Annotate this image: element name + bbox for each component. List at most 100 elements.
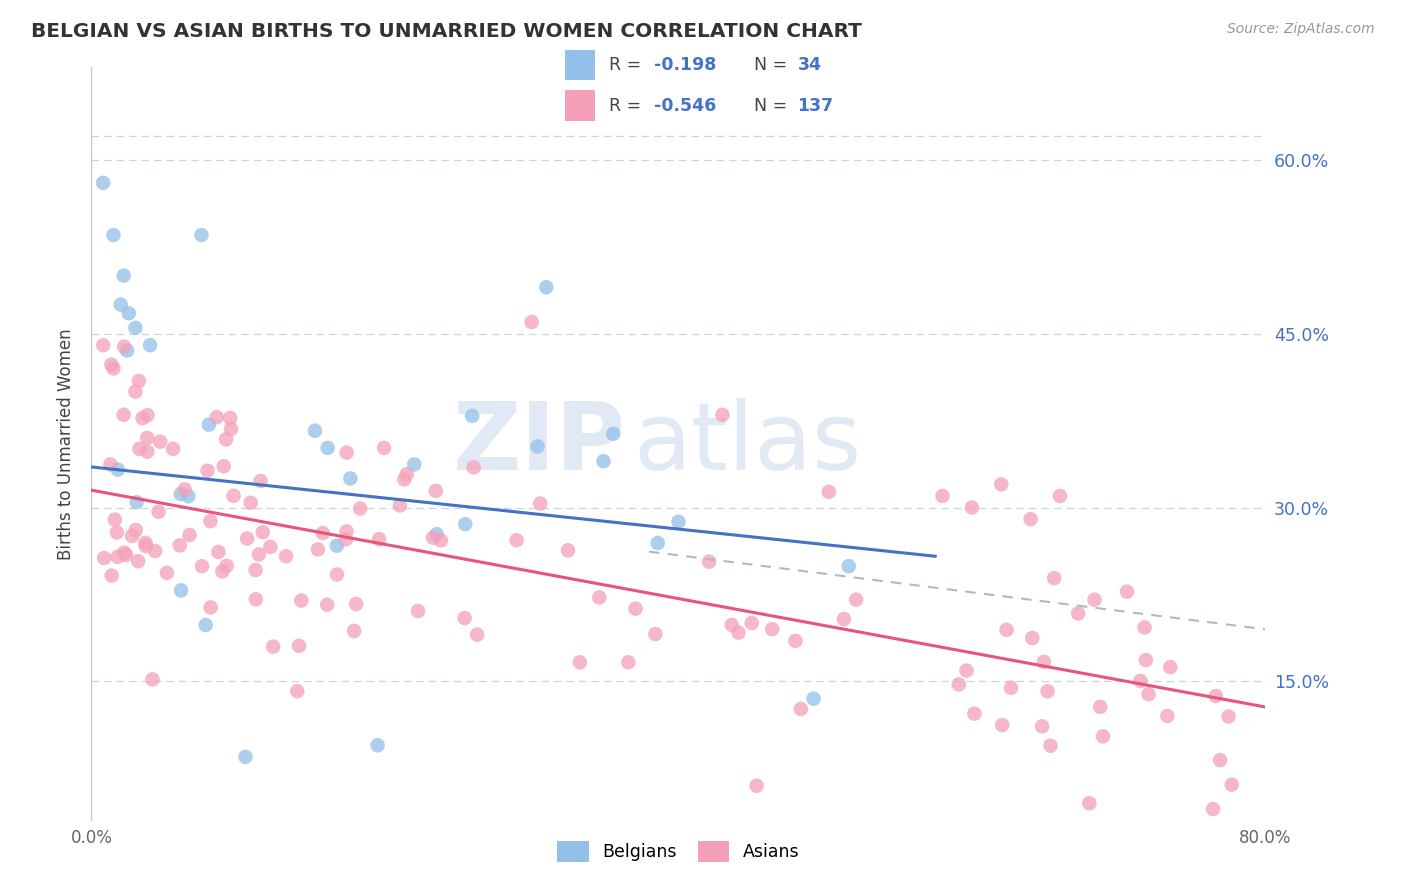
Point [745, 779, 768, 793]
Point [388, 499, 411, 513]
Point [990, 477, 1012, 491]
Point [1039, 739, 1062, 753]
Point [177, 489, 200, 503]
Point [343, 624, 366, 638]
Point [103, 361, 125, 376]
Point [156, 566, 179, 580]
Point [845, 592, 868, 607]
Point [127, 554, 149, 568]
Point [128, 442, 150, 456]
Point [349, 501, 371, 516]
Point [103, 228, 125, 243]
Point [141, 673, 163, 687]
Text: R =: R = [609, 56, 647, 74]
Point [262, 640, 284, 654]
Point [1209, 753, 1232, 767]
Point [588, 591, 610, 605]
Point [463, 460, 485, 475]
Point [395, 467, 418, 482]
Point [404, 458, 426, 472]
Point [785, 633, 807, 648]
Point [931, 489, 953, 503]
Point [529, 497, 551, 511]
Point [955, 664, 977, 678]
Point [465, 627, 488, 641]
Point [136, 444, 159, 458]
Point [568, 656, 591, 670]
Point [1133, 620, 1156, 634]
Text: BELGIAN VS ASIAN BIRTHS TO UNMARRIED WOMEN CORRELATION CHART: BELGIAN VS ASIAN BIRTHS TO UNMARRIED WOM… [31, 22, 862, 41]
Point [197, 417, 219, 432]
Point [617, 655, 640, 669]
Point [115, 548, 138, 562]
Point [121, 529, 143, 543]
Point [104, 512, 127, 526]
Point [1021, 631, 1043, 645]
Point [1000, 681, 1022, 695]
Point [316, 598, 339, 612]
Point [148, 505, 170, 519]
Point [115, 343, 138, 358]
Point [368, 532, 391, 546]
Point [288, 639, 311, 653]
Point [197, 464, 219, 478]
Point [179, 528, 201, 542]
Point [162, 442, 184, 456]
Point [245, 563, 267, 577]
Point [373, 441, 395, 455]
Point [139, 338, 162, 352]
Point [143, 544, 166, 558]
Point [124, 321, 146, 335]
Point [526, 439, 548, 453]
Point [252, 525, 274, 540]
Point [239, 496, 262, 510]
Point [169, 538, 191, 552]
Point [134, 536, 156, 550]
Point [461, 409, 484, 423]
Text: -0.546: -0.546 [654, 97, 716, 115]
Point [124, 384, 146, 399]
Point [995, 623, 1018, 637]
Text: 137: 137 [797, 97, 834, 115]
Point [339, 471, 361, 485]
Point [520, 315, 543, 329]
Point [98, 458, 121, 472]
Text: Source: ZipAtlas.com: Source: ZipAtlas.com [1227, 22, 1375, 37]
Point [1116, 584, 1139, 599]
Point [326, 567, 349, 582]
Point [290, 593, 312, 607]
Point [312, 526, 335, 541]
Point [211, 565, 233, 579]
Point [727, 625, 749, 640]
Point [1036, 684, 1059, 698]
Point [247, 548, 270, 562]
Point [207, 545, 229, 559]
Point [602, 426, 624, 441]
Point [149, 434, 172, 449]
Text: 34: 34 [797, 56, 821, 74]
Point [720, 618, 742, 632]
Point [666, 515, 689, 529]
Point [430, 533, 453, 548]
Point [1043, 571, 1066, 585]
Point [194, 618, 217, 632]
Point [1031, 719, 1053, 733]
Point [316, 441, 339, 455]
Point [803, 691, 825, 706]
Point [107, 462, 129, 476]
Point [170, 487, 193, 501]
Point [112, 340, 135, 354]
Text: atlas: atlas [634, 398, 862, 490]
Point [212, 459, 235, 474]
Text: ZIP: ZIP [453, 398, 626, 490]
Point [536, 280, 558, 294]
Point [200, 514, 222, 528]
Point [832, 612, 855, 626]
Point [761, 622, 783, 636]
Point [93, 551, 115, 566]
Point [259, 540, 281, 554]
Point [344, 597, 367, 611]
Point [91, 176, 114, 190]
Point [624, 601, 647, 615]
Point [304, 424, 326, 438]
